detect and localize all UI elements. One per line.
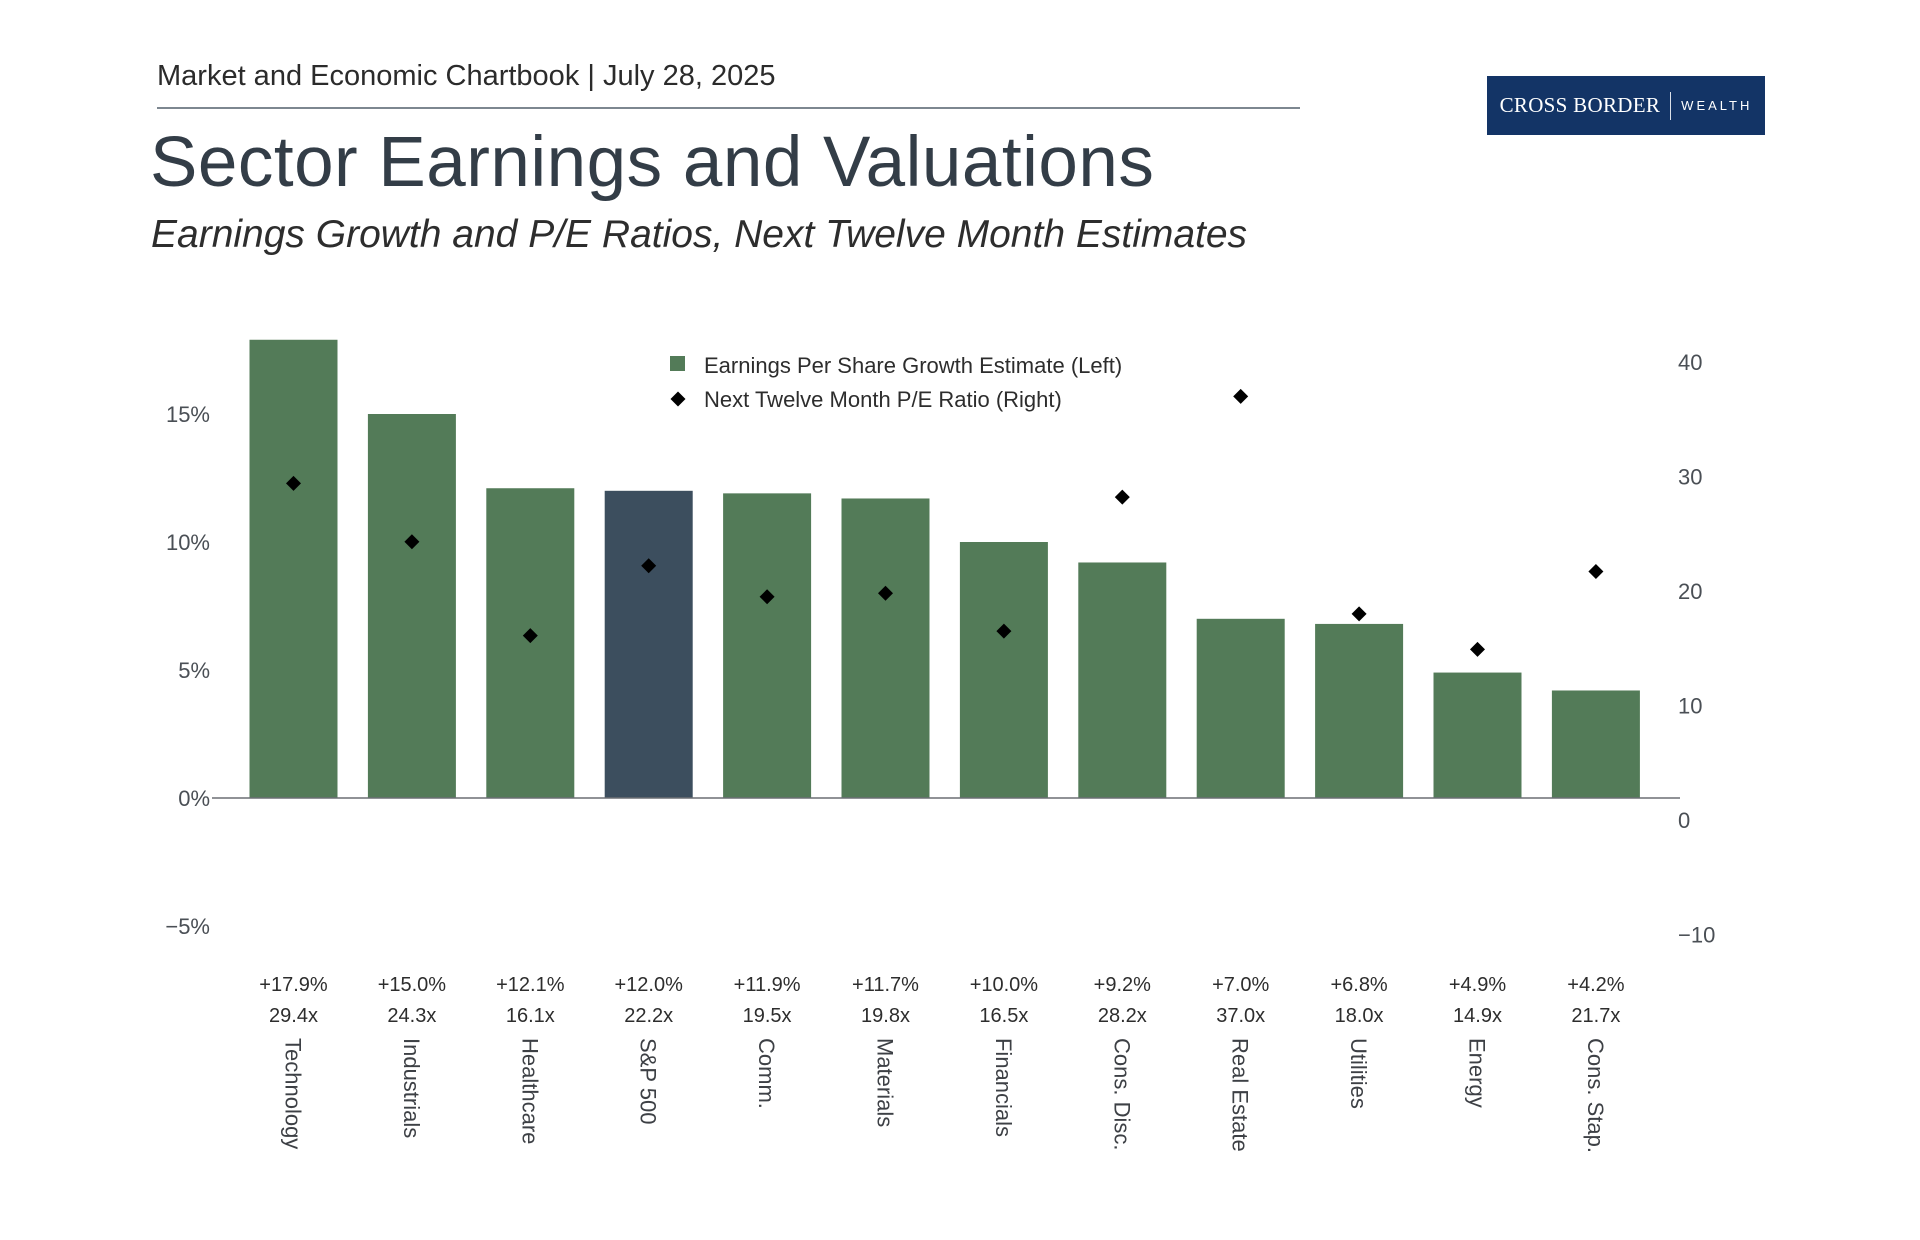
right-tick-label: 20 xyxy=(1678,579,1702,604)
bar-8 xyxy=(1196,618,1285,798)
growth-label-6: +10.0% xyxy=(970,974,1039,996)
pe-marker-10 xyxy=(1470,641,1485,657)
pe-marker-6 xyxy=(996,623,1012,639)
growth-label-7: +9.2% xyxy=(1094,974,1151,996)
category-label-3: S&P 500 xyxy=(636,1038,661,1124)
bar-0 xyxy=(249,339,338,798)
bar-4 xyxy=(723,493,812,798)
growth-label-8: +7.0% xyxy=(1212,974,1269,996)
pe-marker-11 xyxy=(1588,564,1604,580)
pe-marker-9 xyxy=(1351,606,1367,622)
category-label-8: Real Estate xyxy=(1228,1038,1253,1152)
brand-logo: CROSS BORDER WEALTH xyxy=(1487,76,1765,135)
growth-label-10: +4.9% xyxy=(1449,974,1506,996)
pe-marker-3 xyxy=(641,558,657,574)
right-tick-label: 40 xyxy=(1678,350,1702,375)
category-label-11: Cons. Stap. xyxy=(1583,1038,1608,1153)
pe-label-4: 19.5x xyxy=(743,1005,792,1027)
bar-7 xyxy=(1078,562,1167,798)
pe-label-0: 29.4x xyxy=(269,1005,318,1027)
category-label-5: Materials xyxy=(873,1038,898,1127)
category-label-0: Technology xyxy=(281,1038,306,1149)
page-subtitle: Earnings Growth and P/E Ratios, Next Twe… xyxy=(151,213,1248,256)
left-tick-label: 15% xyxy=(166,402,210,427)
category-label-10: Energy xyxy=(1465,1038,1490,1108)
right-tick-label: −10 xyxy=(1678,923,1715,948)
pe-label-8: 37.0x xyxy=(1216,1005,1265,1027)
legend-label-eps: Earnings Per Share Growth Estimate (Left… xyxy=(704,353,1122,378)
bar-6 xyxy=(959,542,1048,798)
right-tick-label: 0 xyxy=(1678,808,1690,833)
growth-label-9: +6.8% xyxy=(1330,974,1387,996)
pe-marker-1 xyxy=(404,534,420,550)
category-label-2: Healthcare xyxy=(517,1038,542,1144)
pe-marker-4 xyxy=(759,589,775,605)
pe-label-10: 14.9x xyxy=(1453,1005,1502,1027)
bar-5 xyxy=(841,498,930,798)
legend-label-pe: Next Twelve Month P/E Ratio (Right) xyxy=(704,387,1062,412)
pe-marker-7 xyxy=(1114,489,1130,505)
growth-label-11: +4.2% xyxy=(1567,974,1624,996)
category-label-9: Utilities xyxy=(1346,1038,1371,1109)
pe-label-5: 19.8x xyxy=(861,1005,910,1027)
logo-divider xyxy=(1670,91,1672,120)
growth-label-1: +15.0% xyxy=(378,974,447,996)
pe-label-9: 18.0x xyxy=(1335,1005,1384,1027)
legend-swatch-eps xyxy=(670,356,685,371)
pe-label-7: 28.2x xyxy=(1098,1005,1147,1027)
bar-1 xyxy=(367,414,456,798)
bar-3 xyxy=(604,490,693,798)
pe-marker-0 xyxy=(286,475,301,491)
bar-11 xyxy=(1551,690,1640,798)
category-label-7: Cons. Disc. xyxy=(1109,1038,1134,1150)
logo-main-text: CROSS BORDER xyxy=(1499,93,1661,117)
left-tick-label: 0% xyxy=(178,786,210,811)
right-tick-label: 30 xyxy=(1678,465,1702,490)
chartbook-header: Market and Economic Chartbook | July 28,… xyxy=(157,60,776,92)
right-tick-label: 10 xyxy=(1678,694,1702,719)
pe-label-2: 16.1x xyxy=(506,1005,555,1027)
logo-sub-text: WEALTH xyxy=(1681,98,1753,113)
pe-label-11: 21.7x xyxy=(1571,1005,1620,1027)
pe-label-6: 16.5x xyxy=(979,1005,1028,1027)
growth-label-0: +17.9% xyxy=(259,974,328,996)
page-title: Sector Earnings and Valuations xyxy=(150,123,1155,202)
pe-label-3: 22.2x xyxy=(624,1005,673,1027)
growth-label-5: +11.7% xyxy=(852,974,919,996)
left-tick-label: 5% xyxy=(178,658,210,683)
pe-marker-8 xyxy=(1233,388,1249,404)
legend-marker-pe xyxy=(670,391,686,407)
category-label-1: Industrials xyxy=(399,1038,424,1138)
category-label-6: Financials xyxy=(991,1038,1016,1137)
header-rule xyxy=(157,107,1300,109)
left-tick-label: 10% xyxy=(166,530,210,555)
growth-label-4: +11.9% xyxy=(734,974,801,996)
bar-10 xyxy=(1433,672,1522,798)
pe-label-1: 24.3x xyxy=(387,1005,436,1027)
bar-9 xyxy=(1315,623,1404,798)
category-label-4: Comm. xyxy=(754,1038,779,1109)
left-tick-label: −5% xyxy=(165,914,210,939)
growth-label-2: +12.1% xyxy=(496,974,565,996)
pe-marker-5 xyxy=(878,585,893,601)
pe-marker-2 xyxy=(522,628,538,644)
growth-label-3: +12.0% xyxy=(615,974,684,996)
